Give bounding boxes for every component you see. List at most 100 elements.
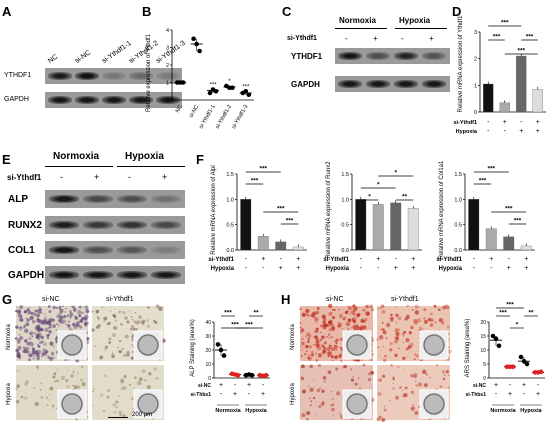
stain-spot [376, 338, 380, 341]
stain-spot [96, 316, 99, 318]
stain-spot [343, 364, 347, 369]
stain-spot [83, 305, 85, 308]
stain-spot [400, 333, 402, 336]
stain-spot [323, 347, 327, 351]
stain-spot [306, 411, 311, 416]
stain-spot [47, 355, 51, 359]
stain-spot [314, 336, 318, 340]
stain-spot [34, 401, 39, 406]
stain-spot [36, 309, 41, 314]
stain-spot [403, 369, 405, 371]
stain-spot [319, 338, 323, 342]
significance-label: *** [493, 34, 501, 41]
stain-spot [31, 335, 34, 338]
stain-spot [392, 376, 395, 380]
stain-spot [325, 323, 330, 328]
stain-spot [70, 374, 74, 378]
stain-spot [301, 349, 303, 351]
stain-spot [383, 408, 387, 412]
stain-spot [25, 380, 29, 384]
stain-spot [382, 345, 385, 348]
stain-spot [305, 308, 310, 313]
stain-spot [107, 389, 111, 393]
stain-spot [49, 325, 52, 329]
stain-spot [75, 358, 80, 363]
condition-sign: + [524, 256, 528, 263]
stain-spot [44, 327, 49, 333]
stain-spot [309, 397, 311, 400]
significance-label: *** [245, 322, 253, 329]
stain-spot [63, 315, 67, 319]
stain-spot [58, 319, 62, 323]
stain-spot [390, 316, 393, 320]
data-point [235, 372, 241, 378]
condition-sign: - [490, 265, 493, 272]
stain-spot [108, 341, 112, 344]
condition-row-label: Hypoxia [326, 266, 350, 272]
stain-spot [42, 348, 47, 353]
data-point [510, 364, 516, 370]
stain-spot [16, 370, 19, 373]
group-label: Normoxia [215, 408, 241, 414]
condition-row-label: si-Ythdf1 [208, 257, 234, 263]
lane-label: NC [46, 53, 60, 65]
well-image [346, 334, 368, 356]
y-tick-label: 0 [208, 376, 211, 382]
y-tick-label: 0.5 [226, 223, 234, 229]
significance-label: *** [506, 302, 514, 309]
condition-underline [117, 166, 185, 167]
stain-spot [308, 334, 312, 338]
stain-spot [72, 305, 75, 309]
stain-spot [14, 337, 18, 340]
blot-strip [45, 190, 185, 208]
stain-spot [378, 378, 382, 382]
stain-spot [130, 413, 132, 415]
stain-spot [384, 405, 386, 408]
stain-spot [108, 337, 112, 341]
stain-spot [79, 378, 84, 382]
stain-spot [367, 377, 372, 382]
stain-spot [81, 311, 84, 314]
significance-label: * [377, 182, 380, 189]
condition-row-label: si-NC [198, 383, 211, 389]
stain-spot [369, 304, 374, 309]
stain-spot [317, 353, 322, 358]
blot-band [366, 80, 390, 88]
stain-spot [429, 323, 434, 327]
stain-spot [313, 343, 315, 346]
stain-spot [137, 381, 142, 386]
stain-spot [333, 308, 336, 312]
stain-spot [389, 348, 393, 352]
stain-spot [299, 307, 302, 311]
stain-spot [123, 375, 127, 379]
treatment-sign: + [162, 172, 168, 182]
condition-row-label: si-Ythdf1 [436, 257, 462, 263]
y-tick-label: 1 [474, 83, 477, 89]
chart-h: ARS Staining (area%)05101520*********si-… [465, 302, 545, 414]
condition-sign: + [411, 265, 415, 272]
stain-spot [300, 331, 303, 334]
x-tick-label: si-Ythdf1-3 [231, 104, 250, 130]
stain-spot [48, 393, 51, 396]
stain-spot [439, 385, 442, 388]
chart-d: Relative mRNA expression of Ythdf1 0 1 2 3 **… [453, 15, 546, 135]
y-axis-label: Relative mRNA expression of Ythdf1 [458, 15, 464, 113]
stain-spot [41, 355, 43, 358]
stain-spot [423, 308, 427, 312]
stain-spot [335, 367, 339, 371]
blot-band [83, 221, 113, 229]
stain-spot [410, 325, 414, 330]
stain-spot [299, 326, 302, 329]
blot-band [49, 195, 79, 203]
stain-spot [77, 324, 80, 327]
stain-spot [85, 336, 90, 341]
stain-spot [350, 368, 353, 371]
condition-sign: - [245, 256, 248, 263]
treatment-label: si-Ythdf1 [7, 173, 42, 182]
stain-spot [117, 394, 120, 397]
stain-spot [362, 308, 366, 312]
stain-spot [377, 308, 379, 310]
well-image [346, 393, 368, 415]
stain-spot [441, 370, 445, 374]
stain-spot [314, 400, 317, 402]
